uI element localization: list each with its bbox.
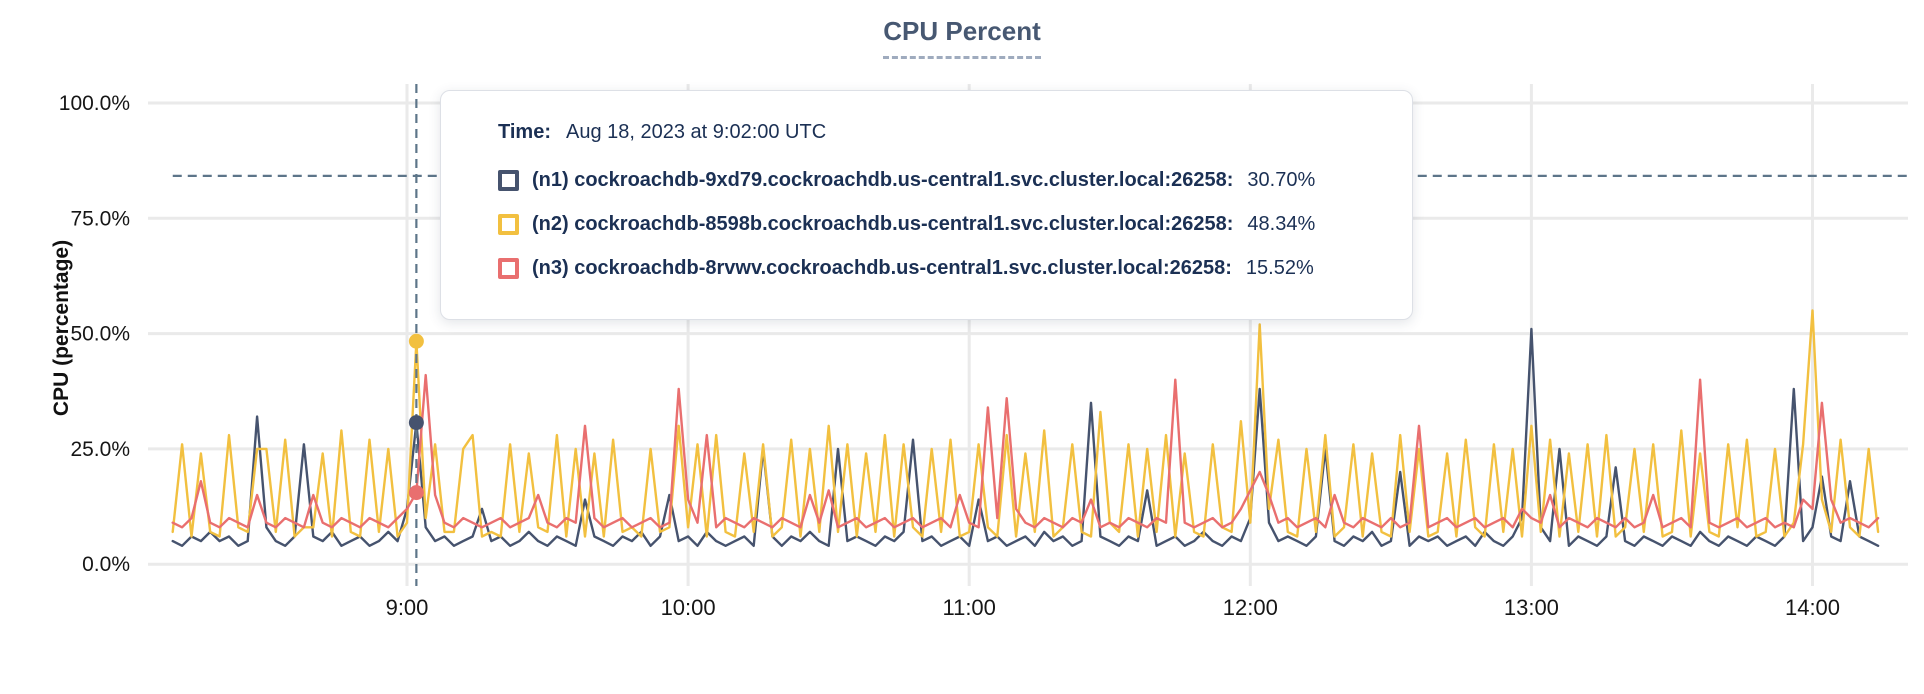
tooltip-time-label: Time: <box>498 121 551 143</box>
tooltip-series-row-n3: (n3) cockroachdb-8rvwv.cockroachdb.us-ce… <box>498 255 1382 281</box>
hover-point-n1 <box>408 415 424 431</box>
y-tick-label-25.0%: 25.0% <box>70 438 130 461</box>
series-line-n3 <box>171 373 1880 529</box>
hover-point-n2 <box>408 333 424 349</box>
chart-tooltip: Time: Aug 18, 2023 at 9:02:00 UTC (n1) co… <box>440 90 1413 320</box>
tooltip-time-row: Time: Aug 18, 2023 at 9:02:00 UTC <box>498 119 1382 145</box>
tooltip-series-label-n3: (n3) cockroachdb-8rvwv.cockroachdb.us-ce… <box>532 257 1232 279</box>
tooltip-series-label-n1: (n1) cockroachdb-9xd79.cockroachdb.us-ce… <box>532 169 1234 191</box>
tooltip-series-value-n2: 48.34% <box>1247 213 1316 235</box>
y-axis-title: CPU (percentage) <box>50 239 73 417</box>
series-line-n2 <box>171 309 1880 538</box>
series-line-n1 <box>171 327 1880 547</box>
x-tick-label-14:00: 14:00 <box>1785 595 1840 620</box>
x-tick-label-13:00: 13:00 <box>1504 595 1559 620</box>
y-tick-label-75.0%: 75.0% <box>70 207 130 230</box>
x-tick-label-12:00: 12:00 <box>1223 595 1278 620</box>
legend-swatch-n1-icon <box>498 169 519 191</box>
chart-title[interactable]: CPU Percent <box>883 16 1041 59</box>
legend-swatch-n3-icon <box>498 257 519 279</box>
x-tick-label-10:00: 10:00 <box>661 595 716 620</box>
tooltip-series-label-n2: (n2) cockroachdb-8598b.cockroachdb.us-ce… <box>532 213 1234 235</box>
tooltip-series-value-n1: 30.70% <box>1247 169 1316 191</box>
y-tick-label-50.0%: 50.0% <box>70 323 130 346</box>
x-tick-label-11:00: 11:00 <box>942 595 995 620</box>
hover-point-n3 <box>408 485 424 501</box>
tooltip-series-row-n2: (n2) cockroachdb-8598b.cockroachdb.us-ce… <box>498 211 1382 237</box>
legend-swatch-n2-icon <box>498 213 519 235</box>
chart-title-wrap: CPU Percent <box>0 16 1924 59</box>
x-tick-label-9:00: 9:00 <box>386 595 429 620</box>
tooltip-time-value: Aug 18, 2023 at 9:02:00 UTC <box>565 121 827 143</box>
y-tick-label-100.0%: 100.0% <box>59 92 130 115</box>
y-tick-label-0.0%: 0.0% <box>82 553 130 576</box>
tooltip-series-value-n3: 15.52% <box>1245 257 1314 279</box>
tooltip-series-row-n1: (n1) cockroachdb-9xd79.cockroachdb.us-ce… <box>498 167 1382 193</box>
